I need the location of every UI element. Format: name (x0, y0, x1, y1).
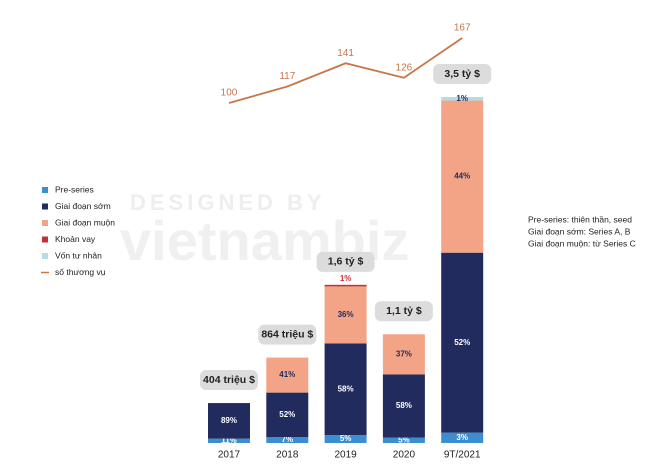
segment-label: 58% (396, 401, 412, 410)
legend: Pre-series Giai đoạn sớm Giai đoạn muộn Kho… (41, 184, 115, 277)
line (228, 37, 463, 104)
x-tick-label: 2019 (334, 450, 357, 461)
segment-label: 52% (279, 410, 295, 419)
legend-label: Giai đoạn sớm (55, 201, 111, 211)
segment-label: 36% (338, 310, 354, 319)
total-label: 3,5 tỷ $ (444, 68, 480, 80)
total-box (433, 64, 492, 84)
segment-label: 1% (456, 94, 468, 103)
segment-label: 1% (340, 274, 352, 283)
legend-label: Vốn tư nhân (55, 250, 102, 260)
legend-label: Pre-series (55, 184, 94, 194)
segment-label: 7% (282, 435, 294, 444)
bar-segment (266, 357, 309, 393)
segment-label: 5% (398, 435, 410, 444)
total-label: 864 triệu $ (261, 328, 313, 340)
line-label: 167 (454, 23, 471, 34)
bar-segment (208, 403, 250, 439)
segment-label: 11% (221, 436, 237, 445)
bar-segment (324, 435, 367, 443)
line-label: 126 (396, 62, 413, 73)
bar-segment (382, 334, 425, 375)
watermark: DESIGNED BY (130, 190, 326, 215)
legend-swatch (42, 187, 48, 193)
x-tick-label: 2018 (276, 450, 299, 461)
line-label: 141 (337, 48, 354, 59)
total-label: 404 triệu $ (203, 374, 255, 386)
segment-label: 44% (454, 172, 470, 181)
line-label: 117 (279, 71, 295, 82)
bar-segment (441, 97, 484, 101)
segment-label: 41% (279, 370, 295, 379)
note-line: Pre-series: thiên thần, seed (528, 214, 632, 224)
total-box (258, 324, 317, 345)
bar-segment (441, 432, 484, 443)
bar-segment (324, 284, 367, 287)
bar-segment (324, 286, 367, 344)
x-tick-label: 2020 (393, 450, 416, 461)
x-tick-label: 9T/2021 (444, 450, 481, 461)
line-label: 100 (221, 88, 238, 99)
segment-label: 89% (221, 416, 237, 425)
legend-swatch (42, 220, 48, 226)
bar-segment (382, 374, 425, 438)
legend-label: Giai đoạn muộn (55, 217, 115, 227)
segment-label: 58% (338, 384, 354, 393)
segment-label: 5% (340, 434, 352, 443)
legend-swatch (42, 253, 48, 259)
segment-label: 52% (454, 338, 470, 347)
segment-label: 3% (456, 433, 468, 442)
note-line: Giai đoạn muộn: từ Series C (528, 238, 636, 248)
bar-segment (266, 392, 309, 438)
total-box (316, 251, 375, 272)
bar-segment (382, 437, 425, 443)
legend-label: Khoản vay (55, 234, 96, 244)
legend-swatch (42, 236, 48, 243)
bar-segment (324, 343, 367, 436)
total-box (374, 301, 433, 322)
legend-swatch (42, 203, 48, 210)
legend-label: số thương vụ (55, 267, 106, 277)
total-box (200, 370, 258, 391)
bar-segment (441, 252, 484, 433)
note-line: Giai đoạn sớm: Series A, B (528, 226, 631, 236)
note: Pre-series: thiên thần, seed Giai đoạn s… (528, 214, 636, 248)
total-label: 1,1 tỷ $ (386, 305, 422, 317)
bar-segment (208, 438, 250, 443)
total-label: 1,6 tỷ $ (328, 256, 364, 268)
x-tick-label: 2017 (218, 450, 241, 461)
segment-label: 37% (396, 349, 412, 358)
bar-segment (266, 437, 309, 443)
bar-segment (441, 100, 484, 253)
